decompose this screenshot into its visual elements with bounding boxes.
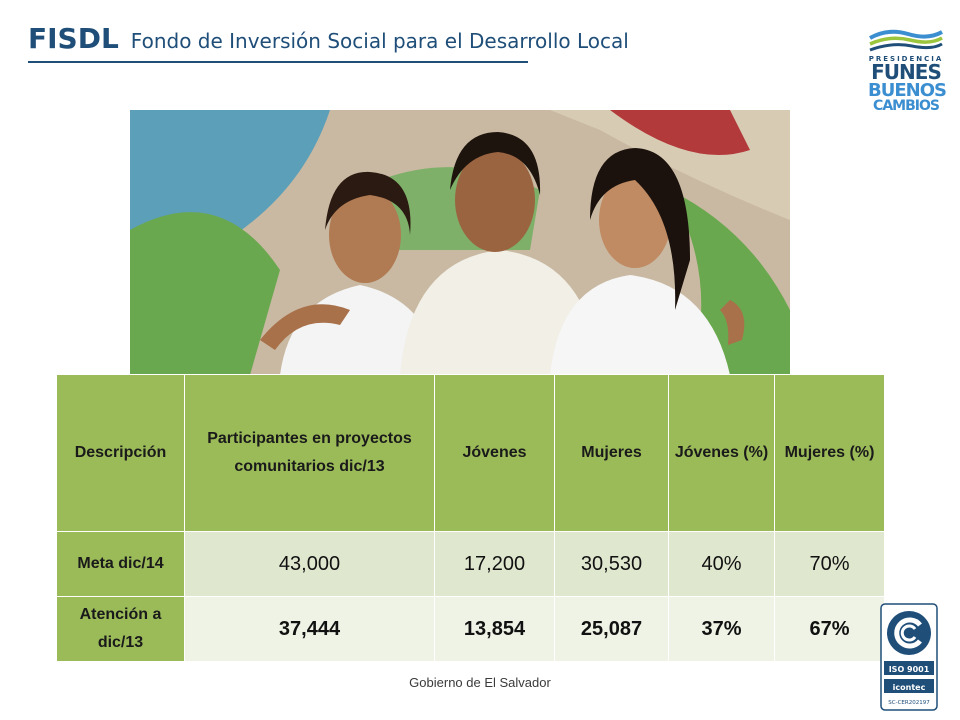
svg-text:ISO 9001: ISO 9001 <box>889 665 930 674</box>
row-label: Atención a dic/13 <box>56 596 185 662</box>
table-cell: 40% <box>668 531 775 597</box>
header-underline <box>28 61 528 63</box>
row-label: Meta dic/14 <box>56 531 185 597</box>
table-cell: 37% <box>668 596 775 662</box>
table-header-cell: Jóvenes (%) <box>668 374 775 532</box>
org-acronym: FISDL <box>28 22 119 55</box>
table-cell: 43,000 <box>184 531 435 597</box>
table-row: Meta dic/14 43,000 17,200 30,530 40% 70% <box>56 531 885 597</box>
table-cell: 25,087 <box>554 596 669 662</box>
table-cell: 70% <box>774 531 885 597</box>
table-header-row: Descripción Participantes en proyectos c… <box>56 374 885 532</box>
icontec-seal-icon: ISO 9001 icontec SC-CER202197 <box>880 603 938 711</box>
table-cell: 17,200 <box>434 531 555 597</box>
table-cell: 67% <box>774 596 885 662</box>
table-cell: 30,530 <box>554 531 669 597</box>
svg-text:icontec: icontec <box>893 683 926 692</box>
footer-text: Gobierno de El Salvador <box>409 675 551 690</box>
logo-buenos-text: BUENOS <box>868 80 947 101</box>
org-full-name: Fondo de Inversión Social para el Desarr… <box>130 29 629 53</box>
participants-table: Descripción Participantes en proyectos c… <box>56 374 885 662</box>
logo-presidencia-text: PRESIDENCIA <box>868 55 944 63</box>
iso-9001-badge: ISO 9001 icontec SC-CER202197 <box>880 603 938 711</box>
header-title: FISDL Fondo de Inversión Social para el … <box>28 22 629 55</box>
svg-text:SC-CER202197: SC-CER202197 <box>888 700 930 706</box>
logo-funes-text: FUNES <box>871 60 942 84</box>
table-row: Atención a dic/13 37,444 13,854 25,087 3… <box>56 596 885 662</box>
table-cell: 13,854 <box>434 596 555 662</box>
table-cell: 37,444 <box>184 596 435 662</box>
table-header-cell: Jóvenes <box>434 374 555 532</box>
table-header-cell: Participantes en proyectos comunitarios … <box>184 374 435 532</box>
table-header-cell: Mujeres <box>554 374 669 532</box>
page-header: FISDL Fondo de Inversión Social para el … <box>28 22 629 63</box>
photo-three-women <box>130 110 790 375</box>
table-header-cell: Descripción <box>56 374 185 532</box>
waves-icon <box>869 29 943 52</box>
presidencia-logo: PRESIDENCIA FUNES BUENOS CAMBIOS <box>868 26 947 122</box>
logo-cambios-text: CAMBIOS <box>873 98 940 114</box>
table-header-cell: Mujeres (%) <box>774 374 885 532</box>
